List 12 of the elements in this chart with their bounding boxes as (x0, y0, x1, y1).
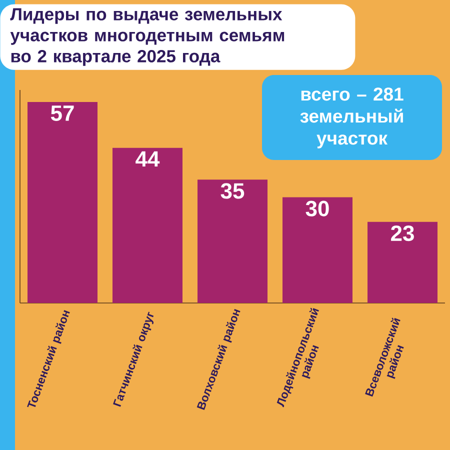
bar (282, 197, 352, 303)
data-label: 23 (391, 225, 414, 242)
annotation: всего – 281 земельный участок (300, 88, 404, 148)
bar (198, 180, 268, 303)
data-label: 44 (136, 151, 160, 167)
bar (368, 222, 438, 303)
data-label: 57 (50, 106, 74, 121)
chart-title: Лидеры по выдаче земельных участков многодетным семьям во 2 квартале 2025 года (10, 8, 284, 66)
data-label: 30 (306, 200, 329, 216)
bar (28, 102, 98, 303)
data-label: 35 (220, 183, 244, 199)
bar (112, 148, 182, 303)
